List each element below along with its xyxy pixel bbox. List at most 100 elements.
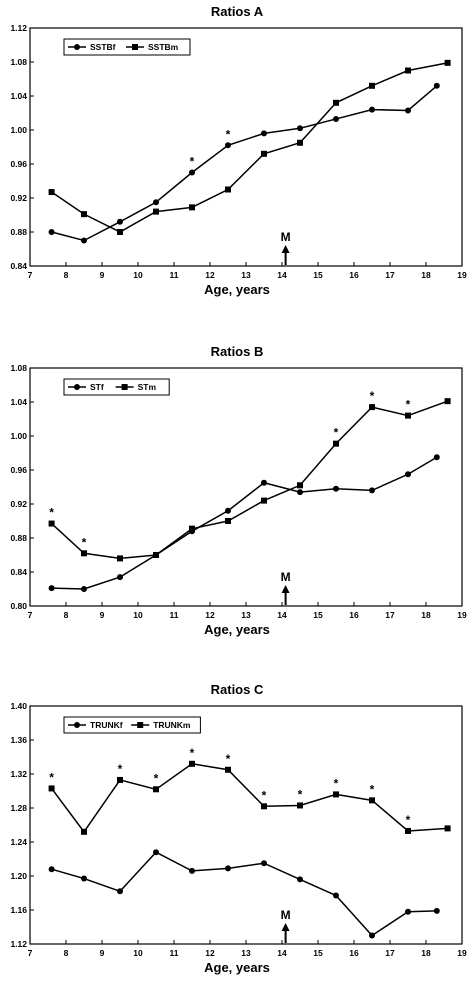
legend-marker [74, 44, 80, 50]
data-point [153, 849, 159, 856]
y-tick-label: 1.24 [10, 837, 27, 847]
x-tick-label: 19 [457, 270, 467, 280]
data-point [48, 785, 55, 792]
significance-asterisk: * [334, 426, 339, 440]
data-point [405, 908, 411, 915]
data-point [225, 865, 231, 872]
data-point [81, 828, 87, 835]
maturity-label: M [281, 908, 291, 922]
x-tick-label: 10 [133, 610, 143, 620]
y-tick-label: 1.08 [10, 57, 27, 67]
data-point [117, 555, 123, 562]
series-STf [48, 454, 440, 592]
x-tick-label: 9 [100, 610, 105, 620]
data-point [81, 586, 87, 592]
data-point [48, 585, 55, 592]
y-tick-label: 1.12 [10, 939, 27, 949]
x-tick-label: 18 [421, 270, 431, 280]
significance-asterisk: * [298, 787, 303, 801]
significance-asterisk: * [226, 127, 231, 141]
legend-marker [137, 722, 144, 728]
x-tick-label: 8 [64, 948, 69, 958]
y-tick-label: 1.32 [10, 769, 27, 779]
x-tick-label: 17 [385, 610, 395, 620]
data-point [333, 485, 339, 492]
y-tick-label: 0.88 [10, 533, 27, 543]
data-point [189, 867, 195, 874]
x-tick-label: 18 [421, 948, 431, 958]
legend-label: TRUNKm [153, 720, 191, 730]
y-tick-label: 1.04 [10, 91, 27, 101]
data-point [261, 479, 267, 486]
x-tick-label: 17 [385, 948, 395, 958]
legend-marker [74, 722, 80, 728]
legend-marker [74, 384, 80, 390]
data-point [369, 106, 375, 113]
significance-asterisk: * [262, 788, 267, 802]
maturity-label: M [281, 230, 291, 244]
data-point [405, 827, 411, 834]
x-tick-label: 14 [277, 948, 287, 958]
series-line [51, 62, 448, 233]
data-point [81, 875, 87, 882]
legend: SSTBf SSTBm [63, 38, 191, 56]
y-tick-label: 0.84 [10, 261, 27, 271]
x-tick-label: 13 [241, 270, 251, 280]
data-point [333, 99, 339, 106]
x-tick-label: 18 [421, 610, 431, 620]
y-tick-label: 0.84 [10, 567, 27, 577]
data-point [261, 803, 267, 810]
data-point [48, 866, 55, 873]
data-point [189, 760, 195, 767]
data-point [297, 139, 303, 146]
data-point [405, 67, 411, 74]
significance-asterisk: * [118, 762, 123, 776]
legend: STf STm [63, 378, 170, 396]
data-point [444, 59, 451, 66]
significance-asterisk: * [49, 770, 54, 784]
y-tick-label: 1.28 [10, 803, 27, 813]
x-tick-label: 8 [64, 270, 69, 280]
series-line [51, 456, 438, 590]
data-point [333, 115, 339, 122]
x-axis-label: Age, years [204, 282, 270, 297]
data-point [261, 130, 267, 137]
y-tick-label: 0.92 [10, 499, 27, 509]
significance-asterisk: * [49, 506, 54, 520]
data-point [405, 471, 411, 478]
x-axis-label: Age, years [204, 960, 270, 975]
x-tick-label: 16 [349, 270, 359, 280]
series-line [51, 85, 438, 242]
y-tick-label: 0.96 [10, 159, 27, 169]
x-tick-label: 13 [241, 610, 251, 620]
y-tick-label: 1.16 [10, 905, 27, 915]
y-tick-label: 1.12 [10, 23, 27, 33]
legend: TRUNKf TRUNKm [63, 716, 201, 734]
data-point [48, 189, 55, 196]
data-point [81, 550, 87, 557]
y-tick-label: 1.04 [10, 397, 27, 407]
series-TRUNKm [48, 760, 451, 835]
x-tick-label: 14 [277, 610, 287, 620]
y-tick-label: 1.40 [10, 701, 27, 711]
x-tick-label: 11 [170, 948, 179, 958]
legend-label: SSTBm [148, 42, 179, 52]
chart-title: Ratios A [211, 4, 264, 19]
x-tick-label: 8 [64, 610, 69, 620]
y-tick-label: 1.20 [10, 871, 27, 881]
series-STm [48, 398, 451, 562]
chart-panel-b: Ratios B 0.80 0.84 0.88 0.92 0.96 1.00 1.04 1.08… [0, 340, 474, 660]
data-point [405, 412, 411, 419]
x-tick-label: 17 [385, 270, 395, 280]
x-tick-label: 14 [277, 270, 287, 280]
significance-asterisk: * [190, 155, 195, 169]
x-tick-label: 7 [28, 610, 33, 620]
series-line [51, 851, 437, 937]
data-point [153, 786, 159, 793]
data-point [261, 860, 267, 867]
maturity-marker: M [281, 570, 291, 605]
significance-asterisk: * [370, 389, 375, 403]
y-tick-label: 1.08 [10, 363, 27, 373]
significance-asterisk: * [82, 535, 87, 549]
chart-svg: Ratios A 0.84 0.88 0.92 0.96 1.00 1.04 1.08 1.12… [10, 4, 467, 297]
